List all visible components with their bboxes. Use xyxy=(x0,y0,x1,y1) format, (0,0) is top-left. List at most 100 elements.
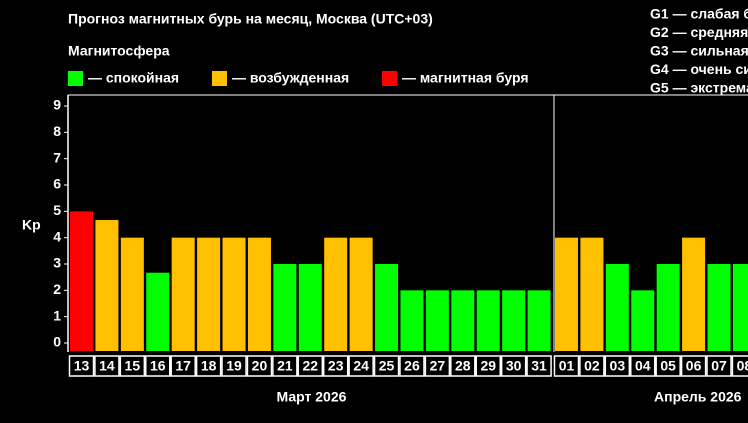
x-tick-label: 28 xyxy=(455,358,471,374)
bar xyxy=(400,290,424,351)
x-tick-label: 22 xyxy=(303,358,319,374)
y-tick-label: 8 xyxy=(53,123,61,139)
bar xyxy=(349,237,373,351)
x-tick-label: 30 xyxy=(506,358,522,374)
x-tick-label: 06 xyxy=(686,358,702,374)
date-box xyxy=(399,355,425,377)
date-box xyxy=(94,355,120,377)
legend-title: Магнитосфера xyxy=(68,43,170,59)
date-box xyxy=(221,355,247,377)
bar xyxy=(656,264,680,351)
x-tick-label: 01 xyxy=(559,358,575,374)
bar xyxy=(120,237,144,351)
bar xyxy=(527,290,551,351)
x-tick-label: 15 xyxy=(125,358,141,374)
date-box xyxy=(170,355,196,377)
x-tick-label: 03 xyxy=(610,358,626,374)
date-box xyxy=(680,355,707,377)
bar xyxy=(682,237,706,351)
scale-note: G2 — средняя xyxy=(650,24,748,40)
bar xyxy=(554,237,578,351)
y-tick-label: 5 xyxy=(53,202,61,218)
date-box xyxy=(629,355,656,377)
date-box xyxy=(450,355,476,377)
bar xyxy=(476,290,500,351)
date-box xyxy=(655,355,681,377)
legend-label: — возбужденная xyxy=(232,70,349,86)
bar xyxy=(451,290,475,351)
legend-label: — магнитная буря xyxy=(402,70,529,86)
bar xyxy=(502,290,526,351)
date-box xyxy=(297,355,324,377)
date-box xyxy=(68,355,95,377)
y-tick-label: 4 xyxy=(53,228,61,244)
date-box xyxy=(373,355,400,377)
x-tick-label: 31 xyxy=(531,358,547,374)
bar xyxy=(298,264,322,351)
date-box xyxy=(706,355,732,377)
date-box xyxy=(195,355,222,377)
x-tick-label: 17 xyxy=(175,358,191,374)
date-box xyxy=(246,355,273,377)
x-tick-label: 04 xyxy=(635,358,651,374)
legend-swatch xyxy=(382,71,397,86)
month-label: Апрель 2026 xyxy=(654,389,742,405)
x-tick-label: 19 xyxy=(226,358,242,374)
x-tick-label: 23 xyxy=(328,358,344,374)
x-tick-label: 27 xyxy=(430,358,446,374)
scale-note: G5 — экстрема xyxy=(650,80,748,96)
scale-note: G1 — слабая б xyxy=(650,6,748,22)
bar xyxy=(605,264,629,351)
x-tick-label: 26 xyxy=(404,358,420,374)
bar xyxy=(324,237,348,351)
y-tick-label: 0 xyxy=(53,334,61,350)
x-tick-label: 29 xyxy=(480,358,496,374)
date-box xyxy=(731,355,748,377)
date-box xyxy=(526,355,552,377)
x-tick-label: 07 xyxy=(711,358,727,374)
chart-title: Прогноз магнитных бурь на месяц, Москва … xyxy=(68,11,433,27)
date-box xyxy=(272,355,298,377)
x-tick-label: 20 xyxy=(252,358,268,374)
bar xyxy=(70,211,94,351)
bar xyxy=(707,264,731,351)
legend-swatch xyxy=(212,71,227,86)
y-tick-label: 1 xyxy=(53,307,61,323)
bar xyxy=(247,237,271,351)
x-tick-label: 25 xyxy=(379,358,395,374)
y-tick-label: 6 xyxy=(53,176,61,192)
y-tick-label: 2 xyxy=(53,281,61,297)
y-axis-label: Kp xyxy=(22,217,41,233)
bar xyxy=(580,237,604,351)
x-tick-label: 14 xyxy=(99,358,115,374)
bar xyxy=(197,237,221,351)
bar xyxy=(273,264,297,351)
bar xyxy=(146,272,170,351)
date-box xyxy=(553,355,580,377)
date-box xyxy=(500,355,527,377)
date-box xyxy=(348,355,374,377)
bar xyxy=(171,237,195,351)
y-tick-label: 3 xyxy=(53,255,61,271)
x-tick-label: 08 xyxy=(737,358,748,374)
date-box xyxy=(322,355,349,377)
x-tick-label: 16 xyxy=(150,358,166,374)
date-box xyxy=(604,355,631,377)
x-tick-label: 24 xyxy=(353,358,369,374)
date-box xyxy=(145,355,171,377)
x-tick-label: 21 xyxy=(277,358,293,374)
bar xyxy=(732,264,748,351)
date-box xyxy=(579,355,605,377)
month-label: Март 2026 xyxy=(277,389,347,405)
legend-swatch xyxy=(68,71,83,86)
x-tick-label: 13 xyxy=(74,358,90,374)
legend-label: — спокойная xyxy=(88,70,179,86)
bar xyxy=(375,264,399,351)
date-box xyxy=(424,355,451,377)
bar xyxy=(222,237,246,351)
scale-note: G4 — очень си xyxy=(650,61,748,77)
bar xyxy=(95,220,119,351)
x-tick-label: 05 xyxy=(660,358,676,374)
